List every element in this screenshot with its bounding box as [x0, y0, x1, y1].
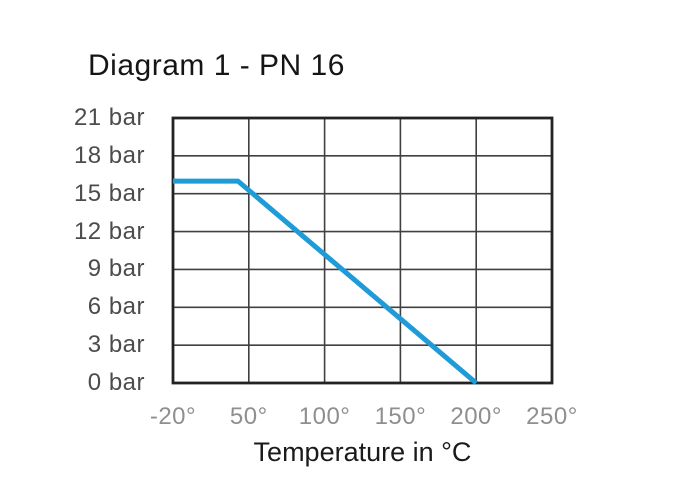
x-axis-title: Temperature in °C — [253, 437, 472, 467]
plot-border — [171, 116, 554, 385]
x-tick-label: 200° — [450, 403, 502, 430]
y-tick-label: 0 bar — [87, 369, 145, 396]
y-tick-label: 12 bar — [73, 217, 145, 245]
x-tick-label: 250° — [526, 403, 578, 430]
x-tick-label: 100° — [298, 403, 351, 430]
y-tick-label: 15 bar — [73, 179, 145, 207]
x-tick-label: -20° — [149, 403, 197, 430]
y-tick-label: 18 bar — [73, 141, 145, 169]
pressure-temperature-line — [173, 178, 478, 385]
x-tick-label: 50° — [229, 403, 268, 430]
y-tick-label: 3 bar — [87, 331, 145, 359]
plot-area — [171, 116, 554, 385]
y-tick-label: 6 bar — [87, 293, 145, 321]
y-tick-label: 9 bar — [87, 255, 145, 283]
x-tick-label: 150° — [374, 403, 427, 430]
y-tick-label: 21 bar — [73, 104, 145, 131]
chart-title: Diagram 1 - PN 16 — [88, 49, 345, 82]
